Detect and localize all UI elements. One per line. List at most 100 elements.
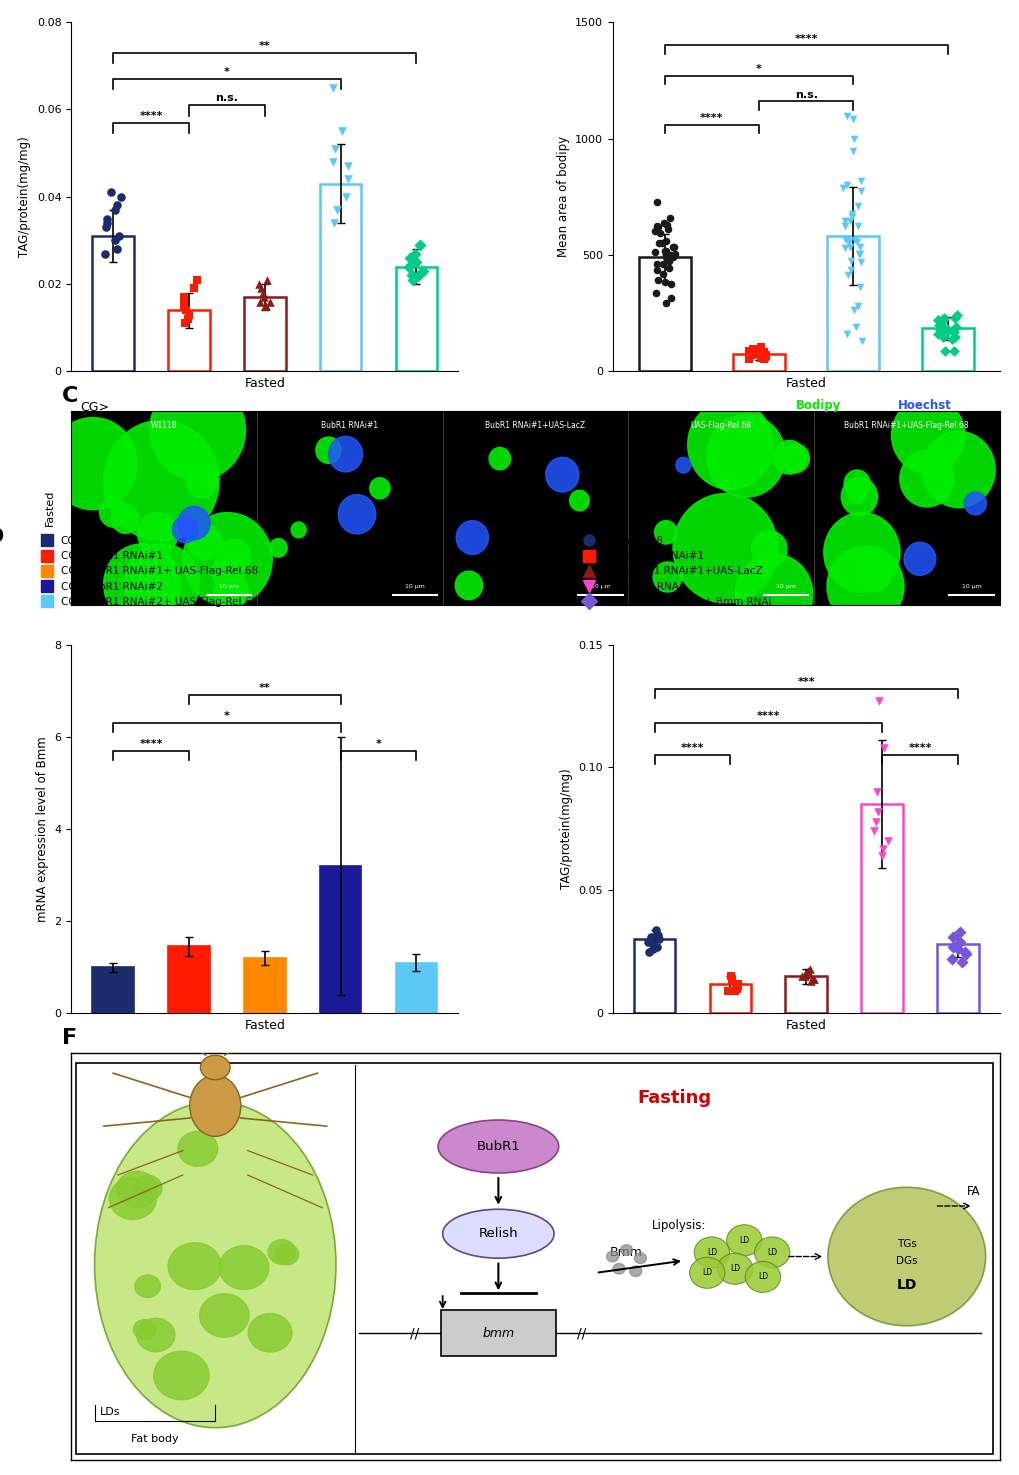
Text: *: * [755, 63, 761, 74]
Bar [244, 296, 285, 372]
Point [836, 227, 852, 251]
FancyBboxPatch shape [76, 1062, 993, 1454]
Point [956, 940, 972, 963]
Text: LD: LD [766, 1248, 776, 1257]
Point [254, 282, 270, 305]
Point [655, 211, 672, 235]
Bar [92, 968, 133, 1013]
Point [756, 344, 772, 367]
Point [839, 322, 855, 345]
Point [646, 240, 662, 264]
Bar [71, 412, 257, 605]
Point [746, 338, 762, 361]
Bar [826, 236, 878, 372]
Point [851, 276, 867, 299]
Point [325, 75, 341, 99]
Circle shape [248, 1314, 291, 1353]
Point [928, 322, 945, 345]
Circle shape [772, 441, 805, 473]
Bar [628, 412, 813, 605]
Y-axis label: mRNA expression level of Bmm: mRNA expression level of Bmm [36, 736, 49, 922]
Point [251, 273, 267, 296]
Point [932, 311, 949, 335]
Point [801, 957, 817, 981]
Circle shape [455, 521, 488, 555]
Point [656, 270, 673, 294]
Text: ****: **** [794, 34, 817, 44]
Text: Lipolysis:: Lipolysis: [651, 1218, 706, 1232]
Point [934, 326, 951, 350]
Text: Fasting: Fasting [637, 1090, 711, 1108]
Point [800, 962, 816, 985]
Point [327, 137, 343, 161]
Circle shape [634, 1252, 646, 1264]
Point [649, 214, 665, 237]
Circle shape [100, 497, 127, 527]
Point [186, 277, 203, 301]
Bar [319, 184, 361, 372]
Point [407, 242, 423, 266]
Point [640, 940, 656, 963]
Point [337, 184, 354, 208]
Point [647, 220, 663, 243]
Point [664, 235, 681, 258]
Text: ****: **** [140, 739, 163, 749]
Point [722, 969, 739, 993]
Circle shape [612, 1264, 625, 1274]
Point [836, 236, 852, 260]
Circle shape [706, 414, 785, 497]
Circle shape [150, 381, 246, 481]
Point [944, 947, 960, 971]
Text: F: F [62, 1028, 77, 1049]
Circle shape [606, 1251, 618, 1261]
Point [749, 338, 765, 361]
Circle shape [545, 457, 579, 493]
Bar [785, 976, 826, 1013]
Text: 10 μm: 10 μm [219, 584, 238, 590]
Circle shape [652, 562, 682, 591]
Point [945, 925, 961, 948]
Point [644, 938, 660, 962]
Legend: CG>W1118, CG>BubR1 RNAi#1, CG>BubR1 RNAi#1+ UAS-Flag-Rel.68, CG>BubR1 RNAi#2, CG: CG>W1118, CG>BubR1 RNAi#1, CG>BubR1 RNAi… [38, 532, 262, 611]
Point [936, 322, 953, 345]
Point [256, 285, 272, 308]
Circle shape [49, 417, 137, 510]
Point [804, 968, 820, 991]
Bar [92, 236, 133, 372]
Point [741, 339, 757, 363]
Text: LD: LD [757, 1273, 767, 1282]
Point [842, 249, 858, 273]
Bar [319, 866, 361, 1013]
Point [929, 308, 946, 332]
Point [99, 207, 115, 230]
Circle shape [964, 491, 985, 515]
Point [253, 277, 269, 301]
Circle shape [154, 1351, 209, 1400]
Circle shape [654, 521, 677, 544]
Point [744, 338, 760, 361]
Point [723, 968, 740, 991]
Circle shape [133, 1320, 156, 1339]
Point [853, 329, 869, 353]
Point [757, 344, 773, 367]
Circle shape [123, 544, 200, 622]
Point [657, 246, 674, 270]
Point [662, 243, 679, 267]
Point [665, 242, 682, 266]
Bar [168, 310, 210, 372]
Point [852, 251, 868, 274]
Point [928, 308, 945, 332]
Point [835, 176, 851, 199]
Circle shape [848, 487, 865, 504]
Bar [395, 267, 437, 372]
Bar [813, 412, 999, 605]
Point [657, 229, 674, 252]
Point [849, 214, 865, 237]
Circle shape [903, 543, 934, 575]
Point [181, 302, 198, 326]
Circle shape [454, 571, 482, 600]
Point [740, 347, 756, 370]
Ellipse shape [95, 1102, 335, 1428]
Point [721, 965, 738, 988]
Text: Bodipy: Bodipy [795, 400, 840, 413]
